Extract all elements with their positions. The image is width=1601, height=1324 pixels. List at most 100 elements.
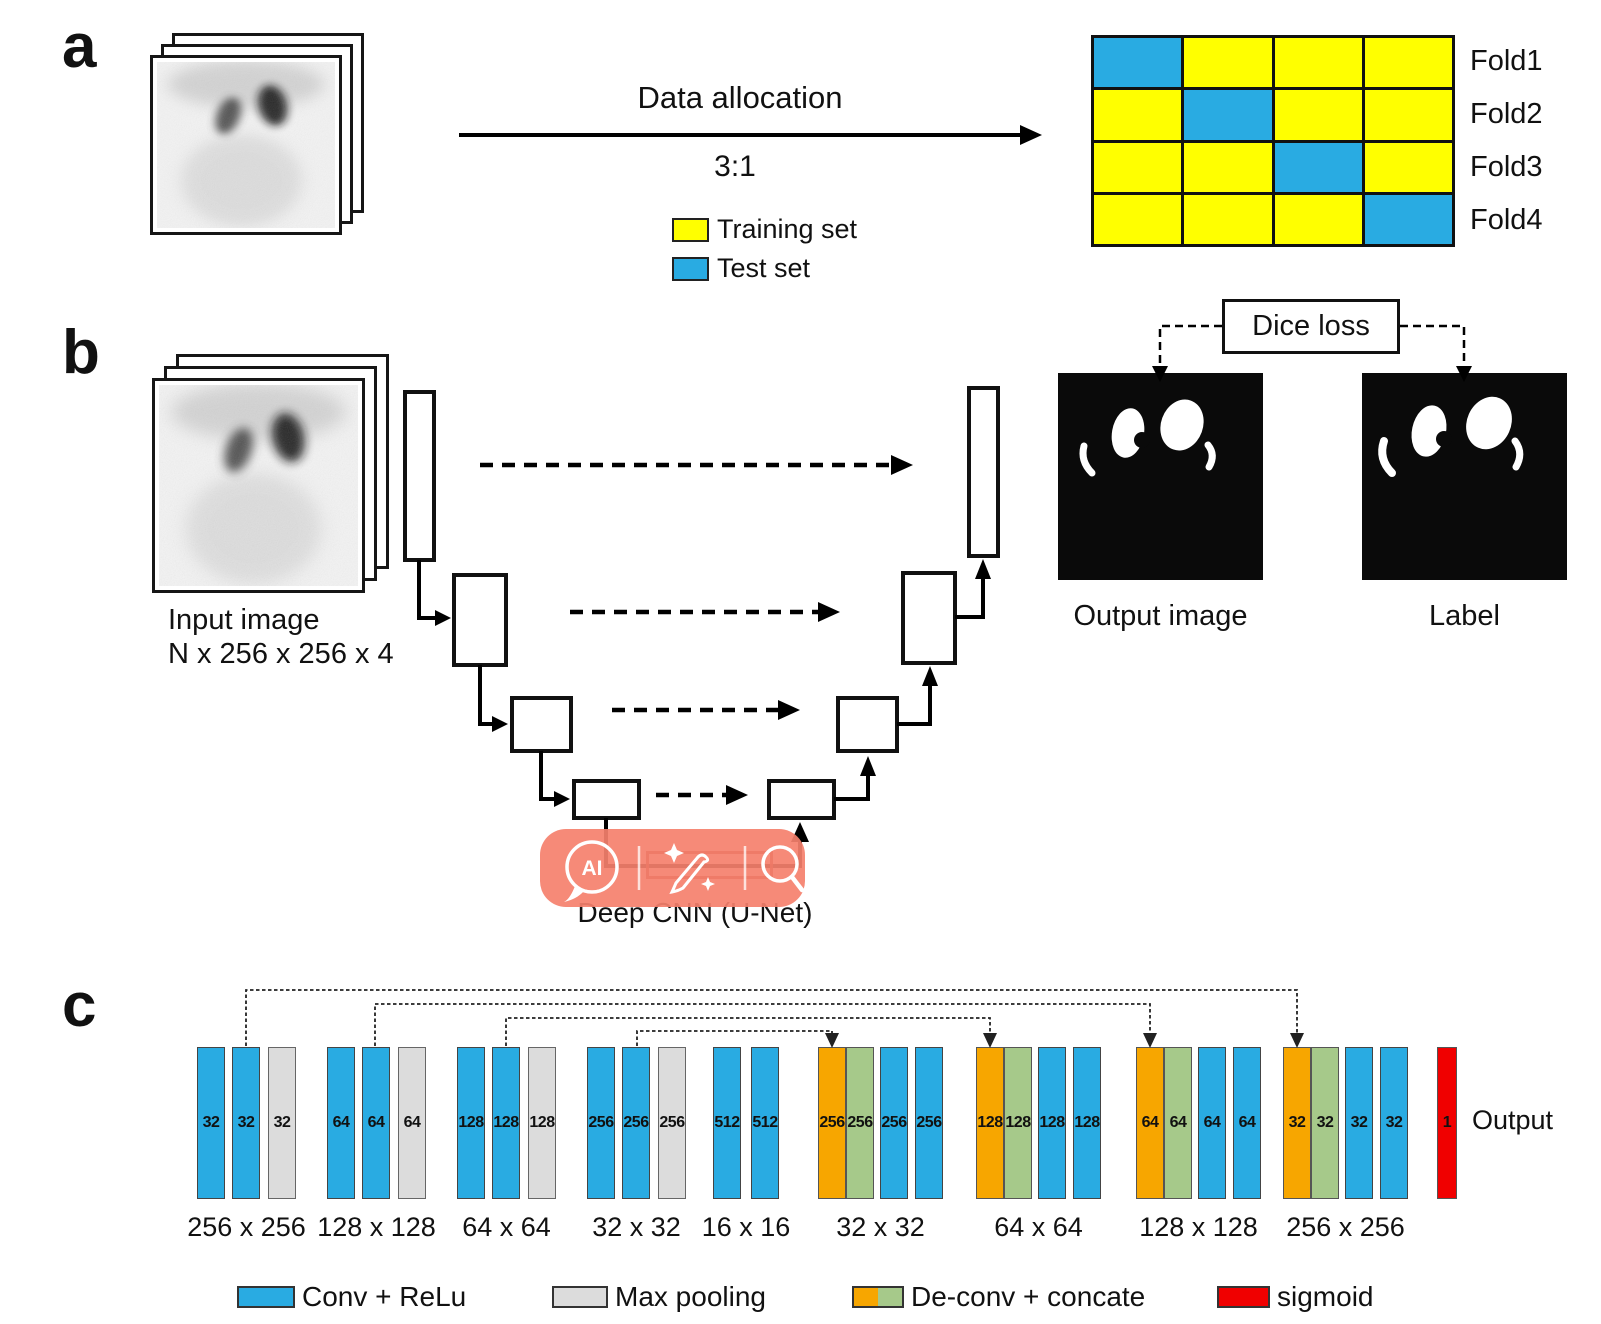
output-text: Output — [1472, 1105, 1554, 1135]
layer-bar-g9-3-conv: 32 — [1345, 1047, 1373, 1199]
test-set-label: Test set — [717, 253, 811, 283]
training-set-label: Training set — [717, 214, 858, 244]
sigmoid-label: sigmoid — [1277, 1281, 1374, 1312]
unet-encoder-box-3 — [510, 696, 573, 753]
bar-value: 64 — [1141, 1114, 1159, 1131]
bar-value: 128 — [977, 1114, 1003, 1131]
layer-bar-g9-2-concat: 32 — [1311, 1047, 1339, 1199]
input-image-stack-a — [150, 33, 366, 237]
input-caption-line1: Input image — [168, 604, 320, 636]
layer-bar-g5-2-conv: 512 — [751, 1047, 779, 1199]
layer-bar-g5-1-conv: 512 — [713, 1047, 741, 1199]
layer-bar-g8-1-deconv: 64 — [1136, 1047, 1164, 1199]
bar-value: 64 — [1169, 1114, 1187, 1131]
dice-loss-label: Dice loss — [1252, 310, 1370, 342]
svg-text:AI: AI — [582, 857, 603, 880]
feature-size-label-9: 256 x 256 — [1286, 1212, 1405, 1242]
input-caption-line2: N x 256 x 256 x 4 — [168, 638, 394, 670]
unet-decoder-box-4 — [767, 779, 836, 820]
layer-bar-g1-3-pool: 32 — [268, 1047, 296, 1199]
deconv-concat-swatch — [852, 1286, 904, 1308]
fold-cell-r2c2 — [1184, 90, 1272, 140]
fold-cell-r1c2 — [1184, 38, 1272, 88]
unet-encoder-box-1 — [403, 390, 436, 562]
fold-cell-r4c3 — [1274, 194, 1362, 244]
feature-size-label-4: 32 x 32 — [592, 1212, 681, 1242]
layer-bar-g3-1-conv: 128 — [457, 1047, 485, 1199]
edit-sparkles-icon[interactable] — [664, 843, 715, 894]
fold-grid — [1091, 35, 1455, 247]
pool-swatch — [552, 1286, 608, 1308]
bar-value: 512 — [714, 1114, 740, 1131]
layer-bar-g3-2-conv: 128 — [492, 1047, 520, 1199]
feature-size-label-2: 128 x 128 — [317, 1212, 436, 1242]
layer-bar-g7-4-conv: 128 — [1073, 1047, 1101, 1199]
pool-label: Max pooling — [615, 1281, 766, 1312]
renal-scan-image — [159, 385, 358, 586]
output-mask-image — [1058, 373, 1263, 580]
bar-value: 128 — [1005, 1114, 1031, 1131]
bar-value: 256 — [847, 1114, 873, 1131]
bar-value: 32 — [237, 1114, 255, 1131]
bar-value: 64 — [1238, 1114, 1256, 1131]
unet-decoder-box-1 — [967, 386, 1000, 558]
test-set-swatch — [672, 256, 709, 281]
layer-bar-g1-2-conv: 32 — [232, 1047, 260, 1199]
fold-cell-r4c2 — [1184, 194, 1272, 244]
legend-item-conv: Conv + ReLu — [237, 1281, 466, 1313]
layer-bar-g7-1-deconv: 128 — [976, 1047, 1004, 1199]
legend-item-test-set: Test set — [672, 253, 810, 284]
layer-bar-g4-3-pool: 256 — [658, 1047, 686, 1199]
bar-value: 256 — [881, 1114, 907, 1131]
bar-value: 32 — [273, 1114, 291, 1131]
unet-encoder-box-2 — [452, 573, 508, 667]
layer-bar-g1-1-conv: 32 — [197, 1047, 225, 1199]
panel-b-label: b — [62, 318, 100, 387]
bar-value: 64 — [332, 1114, 350, 1131]
layer-bar-g6-3-conv: 256 — [880, 1047, 908, 1199]
fold-cell-r3c4 — [1364, 142, 1452, 192]
ai-toolbar-overlay[interactable]: AI — [540, 829, 805, 907]
legend-item-sigmoid: sigmoid — [1217, 1281, 1373, 1313]
conv-swatch — [237, 1286, 295, 1308]
bar-value: 32 — [1316, 1114, 1334, 1131]
magnifier-icon[interactable] — [761, 845, 805, 893]
layer-bar-output-sigmoid: 1 — [1437, 1047, 1457, 1199]
stack-sheet-front — [150, 55, 342, 235]
layer-bar-g3-3-pool: 128 — [528, 1047, 556, 1199]
label-caption: Label — [1429, 600, 1500, 632]
bar-value: 128 — [1074, 1114, 1100, 1131]
layer-bar-g6-2-concat: 256 — [846, 1047, 874, 1199]
bar-value: 32 — [202, 1114, 220, 1131]
fold-cell-r3c1 — [1094, 142, 1182, 192]
data-allocation-title: Data allocation — [637, 80, 843, 115]
fold-cell-r3c3 — [1274, 142, 1362, 192]
bar-value: 32 — [1385, 1114, 1403, 1131]
bar-value: 512 — [752, 1114, 778, 1131]
fold-cell-r1c1 — [1094, 38, 1182, 88]
layer-bar-g9-1-deconv: 32 — [1283, 1047, 1311, 1199]
unet-encoder-box-4 — [572, 779, 641, 820]
ai-chat-icon[interactable]: AI — [564, 840, 619, 902]
feature-size-label-7: 64 x 64 — [994, 1212, 1083, 1242]
layer-bar-g2-2-conv: 64 — [362, 1047, 390, 1199]
layer-bar-g2-3-pool: 64 — [398, 1047, 426, 1199]
feature-size-label-6: 32 x 32 — [836, 1212, 925, 1242]
bar-value: 128 — [458, 1114, 484, 1131]
bar-value: 128 — [493, 1114, 519, 1131]
layer-bar-g4-1-conv: 256 — [587, 1047, 615, 1199]
layer-bar-g8-4-conv: 64 — [1233, 1047, 1261, 1199]
legend-item-deconv-concat: De-conv + concate — [852, 1281, 1145, 1313]
feature-size-label-1: 256 x 256 — [187, 1212, 306, 1242]
bar-value: 32 — [1288, 1114, 1306, 1131]
bar-value: 256 — [916, 1114, 942, 1131]
renal-scan-image — [157, 62, 335, 228]
sigmoid-swatch — [1217, 1286, 1270, 1308]
unet-decoder-box-3 — [836, 696, 899, 753]
layer-bar-g9-4-conv: 32 — [1380, 1047, 1408, 1199]
legend-item-training-set: Training set — [672, 214, 857, 245]
layer-bar-g8-2-concat: 64 — [1164, 1047, 1192, 1199]
